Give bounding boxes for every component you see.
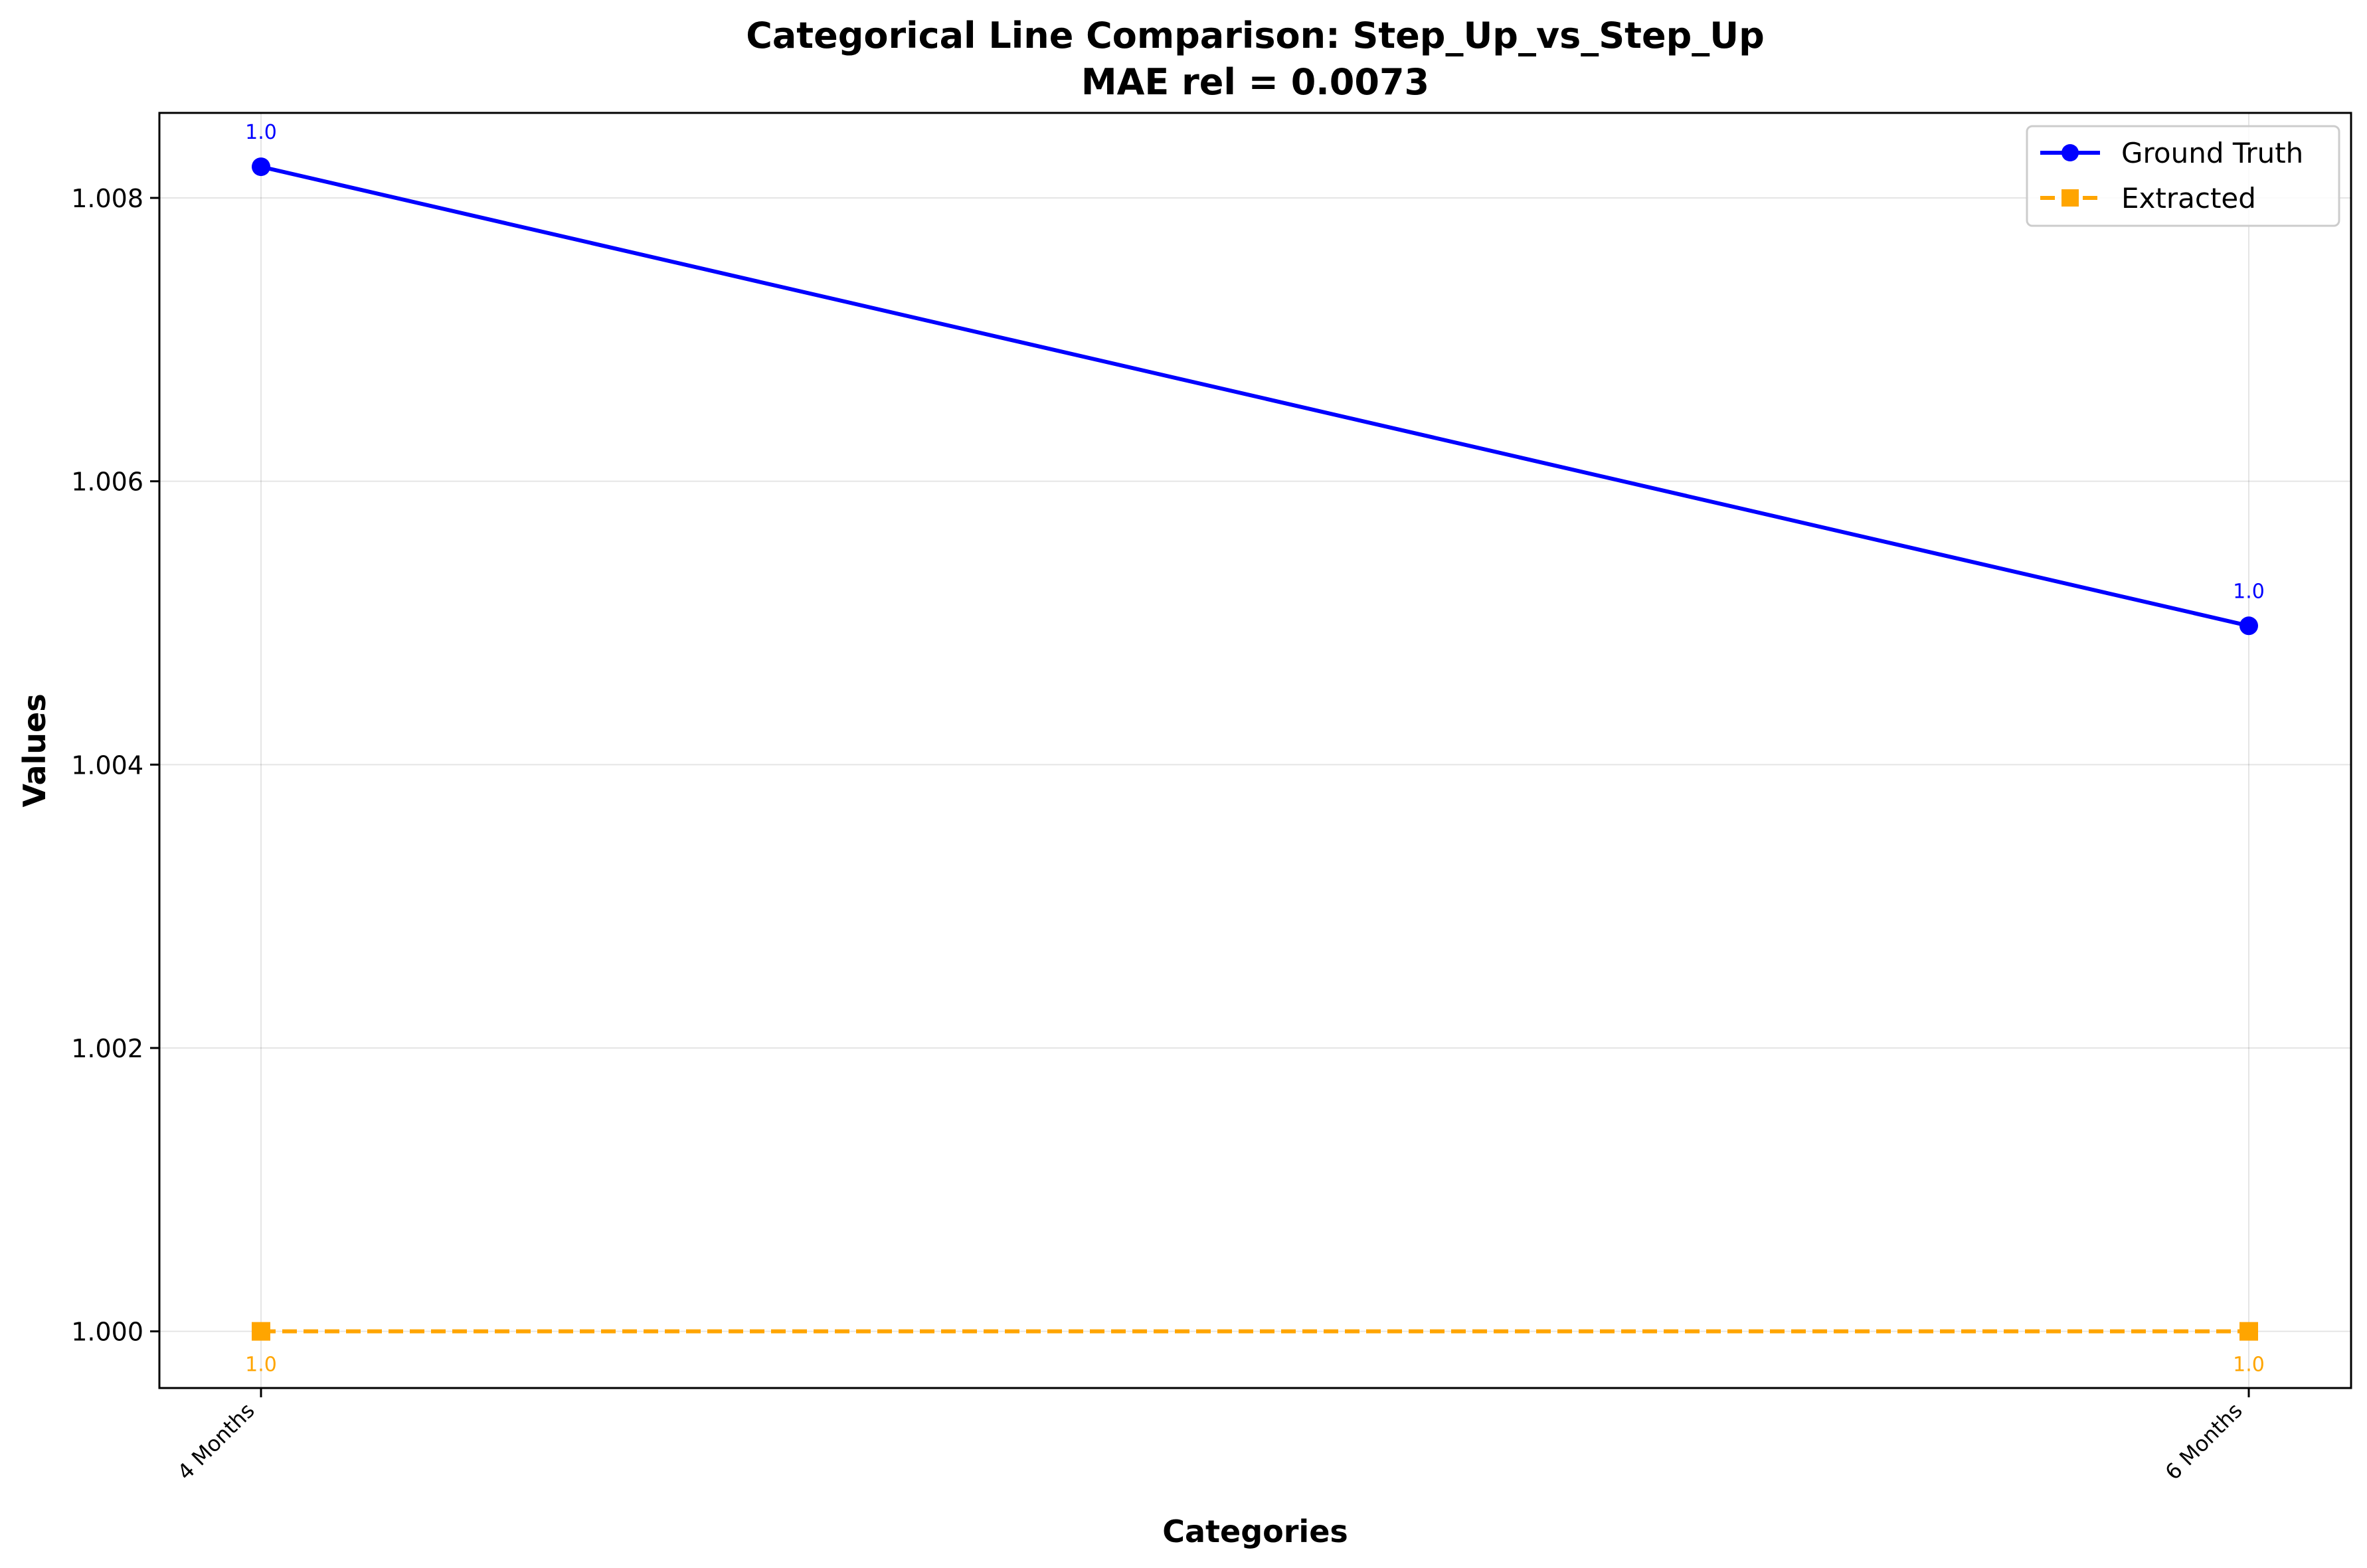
legend-frame [2026, 125, 2340, 227]
data-label-extracted: 1.0 [2233, 1353, 2265, 1377]
y-axis: 1.000 1.002 1.004 1.006 1.008 [71, 184, 159, 1347]
legend-marker-ground-truth [2061, 144, 2079, 161]
legend: Ground Truth Extracted [2026, 125, 2340, 227]
data-labels: 1.0 1.0 1.0 1.0 [245, 121, 2265, 1377]
series-line-ground-truth [260, 165, 2249, 628]
y-tick-label: 1.006 [71, 468, 143, 497]
legend-label-ground-truth: Ground Truth [2121, 137, 2303, 169]
legend-marker-extracted [2061, 189, 2079, 207]
series-group [252, 157, 2258, 1341]
data-point-extracted [252, 1322, 270, 1341]
x-axis-label: Categories [1162, 1514, 1348, 1549]
y-tick-label: 1.000 [71, 1318, 143, 1347]
chart-title-line2: MAE rel = 0.0073 [1081, 61, 1429, 103]
chart-title-line1: Categorical Line Comparison: Step_Up_vs_… [746, 15, 1765, 56]
data-label-ground-truth: 1.0 [245, 121, 277, 144]
y-tick-label: 1.002 [71, 1034, 143, 1063]
plot-area [158, 112, 2352, 1389]
data-point-extracted [2239, 1322, 2258, 1341]
y-axis-label: Values [17, 693, 52, 807]
data-point-ground-truth [252, 157, 270, 177]
data-label-ground-truth: 1.0 [2233, 580, 2265, 603]
legend-label-extracted: Extracted [2121, 182, 2256, 215]
y-tick-label: 1.004 [71, 750, 143, 780]
y-tick-label: 1.008 [71, 184, 143, 213]
data-point-ground-truth [2239, 616, 2258, 636]
data-label-extracted: 1.0 [245, 1353, 277, 1377]
